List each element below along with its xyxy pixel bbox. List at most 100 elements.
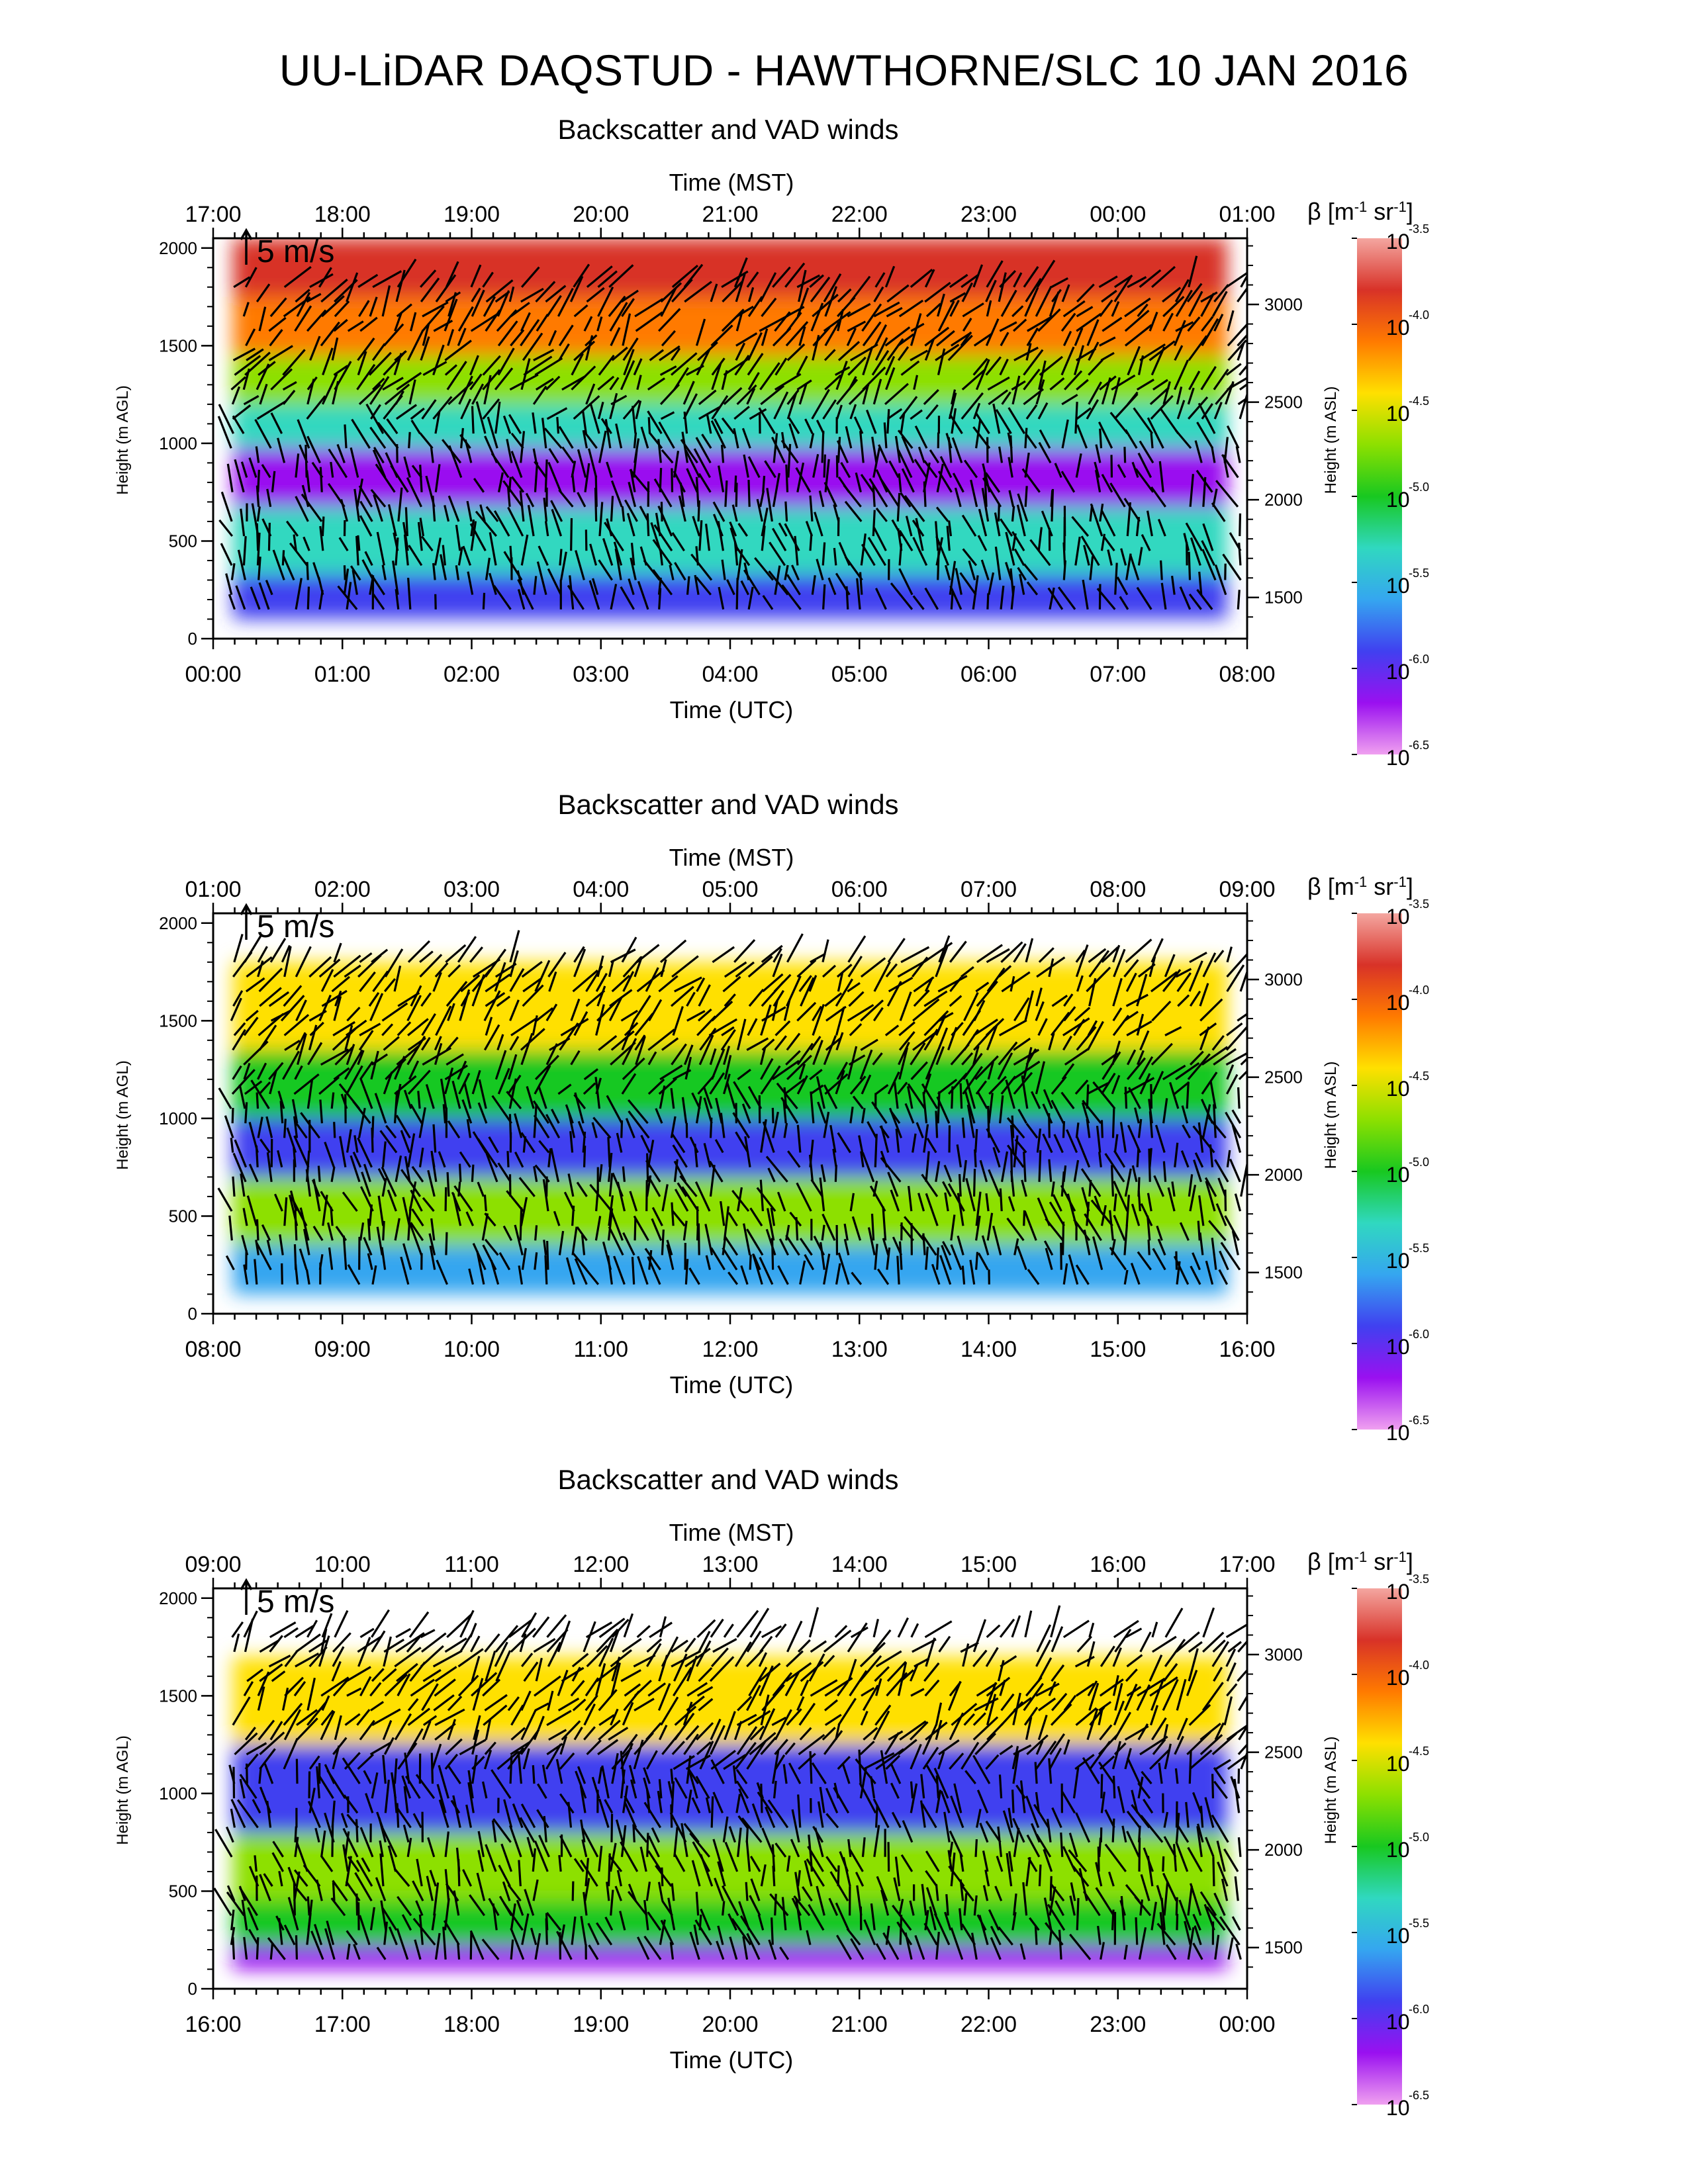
- wind-arrow: [269, 1069, 277, 1095]
- wind-arrow: [1112, 944, 1121, 963]
- wind-arrow: [1240, 1750, 1247, 1770]
- wind-arrow: [1175, 1801, 1178, 1828]
- wind-arrow: [482, 398, 500, 420]
- wind-arrow: [1197, 1220, 1201, 1241]
- wind-arrow: [261, 518, 272, 537]
- wind-arrow: [608, 1727, 629, 1741]
- wind-arrow: [1137, 1118, 1143, 1138]
- wind-arrow: [442, 1927, 447, 1960]
- wind-arrow: [312, 1226, 324, 1242]
- wind-arrow: [1235, 446, 1241, 463]
- wind-arrow: [1150, 1680, 1164, 1711]
- wind-arrow: [896, 1921, 913, 1946]
- wind-arrow: [950, 1852, 956, 1887]
- wind-arrow: [1133, 407, 1154, 435]
- wind-arrow: [699, 1741, 714, 1770]
- wind-arrow: [773, 1780, 777, 1799]
- wind-arrow: [1075, 1122, 1080, 1138]
- wind-arrow: [937, 975, 968, 993]
- wind-arrow: [1035, 1833, 1052, 1858]
- wind-arrow: [812, 1040, 823, 1066]
- wind-arrow: [558, 1854, 562, 1872]
- wind-arrow: [268, 316, 287, 332]
- wind-arrow: [1214, 1934, 1220, 1960]
- wind-arrow: [835, 572, 851, 596]
- colorbar-tick-exponent: -6.5: [1409, 1414, 1429, 1427]
- wind-arrow: [910, 1688, 925, 1697]
- wind-arrow: [258, 1024, 277, 1051]
- wind-arrow: [357, 1635, 383, 1653]
- wind-arrow: [1240, 273, 1247, 288]
- wind-arrow: [225, 1826, 234, 1843]
- wind-arrow: [1072, 1865, 1090, 1888]
- wind-arrow: [420, 1629, 436, 1639]
- wind-arrow: [358, 1030, 374, 1051]
- wind-arrow: [444, 505, 450, 522]
- wind-arrow: [858, 1749, 862, 1784]
- wind-arrow: [545, 1912, 562, 1931]
- wind-arrow: [610, 1662, 621, 1696]
- wind-arrow: [508, 414, 522, 434]
- wind-arrow: [1100, 1792, 1105, 1813]
- wind-arrow: [1063, 1006, 1076, 1022]
- wind-arrow: [647, 1911, 662, 1931]
- wind-arrow: [282, 381, 297, 391]
- wind-arrow: [808, 1904, 825, 1931]
- wind-arrow: [797, 1639, 811, 1653]
- wind-arrow: [372, 270, 402, 289]
- wind-arrow: [373, 494, 383, 522]
- wind-arrow: [882, 1932, 900, 1960]
- wind-arrow: [1048, 1758, 1053, 1784]
- wind-arrow: [386, 418, 399, 435]
- wind-arrow: [923, 1923, 938, 1946]
- y-right-tick-label: 2500: [1264, 1743, 1303, 1762]
- wind-arrow: [821, 542, 826, 566]
- wind-arrow: [1123, 959, 1139, 978]
- wind-arrow: [624, 499, 638, 522]
- wind-arrow: [1023, 563, 1039, 581]
- wind-arrow: [1125, 429, 1138, 449]
- wind-arrow: [558, 489, 574, 508]
- wind-arrow: [256, 1092, 259, 1109]
- colorbar-tick-exponent: -6.5: [1409, 739, 1429, 752]
- wind-arrow: [660, 1696, 679, 1726]
- wind-arrow: [1088, 948, 1107, 964]
- wind-arrow: [363, 1236, 373, 1256]
- wind-arrow: [925, 1246, 929, 1270]
- x-bottom-tick-label: 07:00: [1090, 662, 1146, 687]
- wind-arrow: [396, 1045, 420, 1066]
- wind-arrow: [518, 1177, 536, 1197]
- wind-arrow: [609, 1843, 617, 1872]
- wind-arrow: [620, 1825, 627, 1857]
- wind-arrow: [914, 459, 928, 478]
- wind-arrow: [784, 565, 789, 580]
- wind-arrow: [459, 433, 471, 449]
- wind-arrow: [330, 1092, 335, 1109]
- wind-arrow: [696, 1741, 712, 1756]
- wind-arrow: [936, 1096, 951, 1124]
- wind-arrow: [581, 1234, 586, 1255]
- wind-arrow: [355, 1819, 359, 1843]
- wind-arrow: [757, 1791, 773, 1814]
- wind-arrow: [758, 1652, 767, 1667]
- wind-arrow: [350, 1155, 361, 1183]
- wind-arrow: [598, 1713, 615, 1726]
- wind-arrow: [1013, 272, 1023, 288]
- wind-arrow: [1183, 533, 1190, 551]
- wind-arrow: [715, 1097, 723, 1124]
- wind-arrow: [673, 1853, 686, 1872]
- wind-arrow: [621, 506, 626, 522]
- wind-arrow: [402, 1197, 410, 1226]
- wind-arrow: [1025, 1122, 1039, 1139]
- wind-arrow: [1074, 1655, 1095, 1668]
- wind-arrow: [1176, 1678, 1187, 1711]
- wind-arrow: [371, 1609, 390, 1638]
- wind-arrow: [724, 993, 736, 1007]
- wind-arrow: [898, 1739, 917, 1756]
- wind-arrow: [762, 973, 784, 993]
- wind-arrow: [1196, 1826, 1203, 1858]
- wind-arrow: [230, 1909, 235, 1931]
- wind-arrow: [679, 1175, 698, 1197]
- x-bottom-tick-label: 17:00: [314, 2012, 371, 2037]
- wind-arrow: [640, 426, 649, 449]
